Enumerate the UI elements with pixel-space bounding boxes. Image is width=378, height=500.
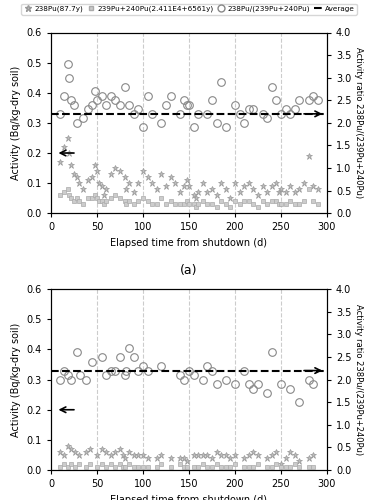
Y-axis label: Activity (Bq/kg-dry soil): Activity (Bq/kg-dry soil) xyxy=(11,66,21,180)
Y-axis label: Activity ratio 238Pu/(239Pu+240Pu): Activity ratio 238Pu/(239Pu+240Pu) xyxy=(353,304,363,455)
Y-axis label: Activity ratio 238Pu/(239Pu+240Pu): Activity ratio 238Pu/(239Pu+240Pu) xyxy=(353,48,363,199)
X-axis label: Elapsed time from shutdown (d): Elapsed time from shutdown (d) xyxy=(110,238,268,248)
Y-axis label: Activity (Bq/kg-dry soil): Activity (Bq/kg-dry soil) xyxy=(11,322,21,436)
Text: (a): (a) xyxy=(180,264,198,277)
Legend: 238Pu(87.7y), 239Pu+240Pu(2.411E4+6561y), 238Pu/(239Pu+240Pu), Average: 238Pu(87.7y), 239Pu+240Pu(2.411E4+6561y)… xyxy=(21,4,357,15)
X-axis label: Elapsed time from shutdown (d): Elapsed time from shutdown (d) xyxy=(110,494,268,500)
